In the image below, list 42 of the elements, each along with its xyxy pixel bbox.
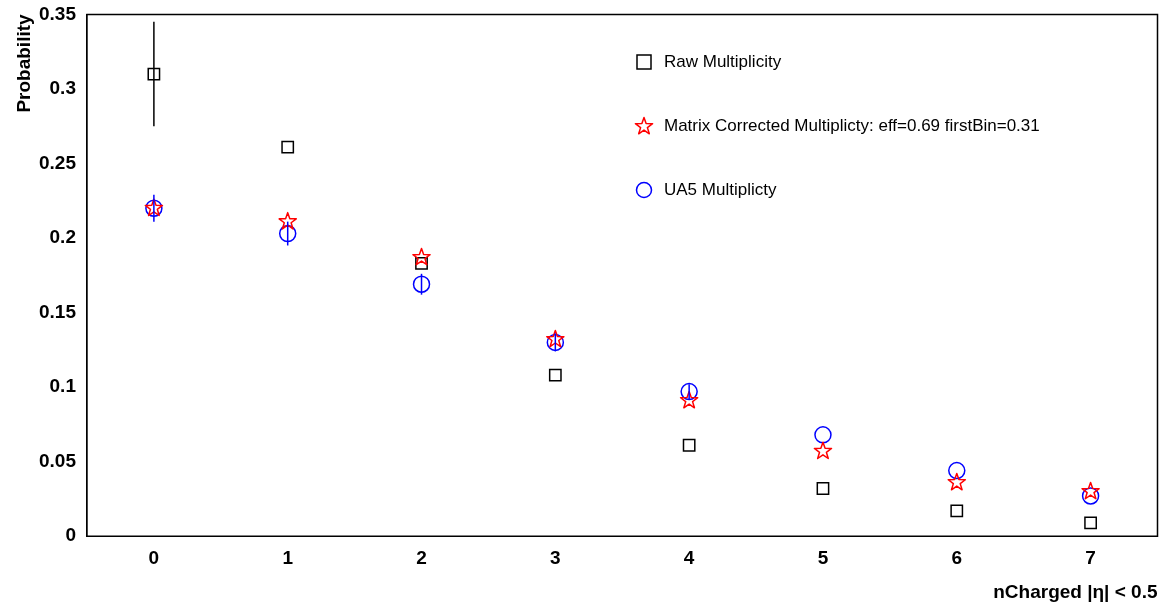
point bbox=[546, 329, 565, 348]
y-tick-label: 0.3 bbox=[49, 77, 76, 99]
point bbox=[679, 390, 699, 409]
x-tick-label: 3 bbox=[550, 546, 561, 568]
y-tick-label: 0.35 bbox=[39, 2, 77, 24]
x-tick-label: 2 bbox=[416, 546, 427, 568]
x-axis-title: nCharged |η| < 0.5 bbox=[993, 581, 1158, 602]
point bbox=[816, 482, 830, 495]
point bbox=[813, 441, 833, 460]
x-tick-label: 1 bbox=[282, 546, 294, 568]
legend-label: Matrix Corrected Multiplicty: eff=0.69 firstBin=0.31 bbox=[664, 116, 1040, 136]
point bbox=[1084, 516, 1097, 530]
point bbox=[682, 438, 696, 452]
x-tick-label: 7 bbox=[1085, 546, 1096, 568]
point bbox=[814, 426, 832, 444]
y-axis-title: Probability bbox=[13, 13, 34, 113]
point bbox=[680, 382, 698, 401]
point bbox=[278, 224, 297, 243]
x-tick-label: 4 bbox=[683, 546, 695, 568]
point bbox=[1081, 481, 1100, 500]
point bbox=[548, 368, 562, 382]
y-tick-label: 0.15 bbox=[39, 300, 77, 322]
point bbox=[947, 472, 967, 491]
point bbox=[412, 247, 431, 266]
point bbox=[281, 140, 295, 154]
point bbox=[950, 504, 964, 518]
point bbox=[1081, 487, 1100, 505]
y-tick-label: 0.1 bbox=[49, 375, 77, 397]
x-tick-label: 0 bbox=[148, 546, 160, 568]
point bbox=[412, 275, 431, 293]
y-tick-label: 0.2 bbox=[49, 226, 76, 248]
point bbox=[948, 461, 966, 480]
point bbox=[278, 211, 298, 230]
x-tick-label: 5 bbox=[817, 546, 829, 568]
x-tick-label: 6 bbox=[951, 546, 963, 568]
legend-label: UA5 Multiplicty bbox=[664, 180, 777, 200]
legend-label: Raw Multiplicity bbox=[664, 52, 782, 72]
y-tick-label: 0.25 bbox=[39, 151, 77, 173]
y-tick-label: 0 bbox=[65, 524, 76, 546]
y-tick-label: 0.05 bbox=[39, 449, 77, 471]
point bbox=[546, 333, 565, 352]
point bbox=[147, 67, 161, 81]
